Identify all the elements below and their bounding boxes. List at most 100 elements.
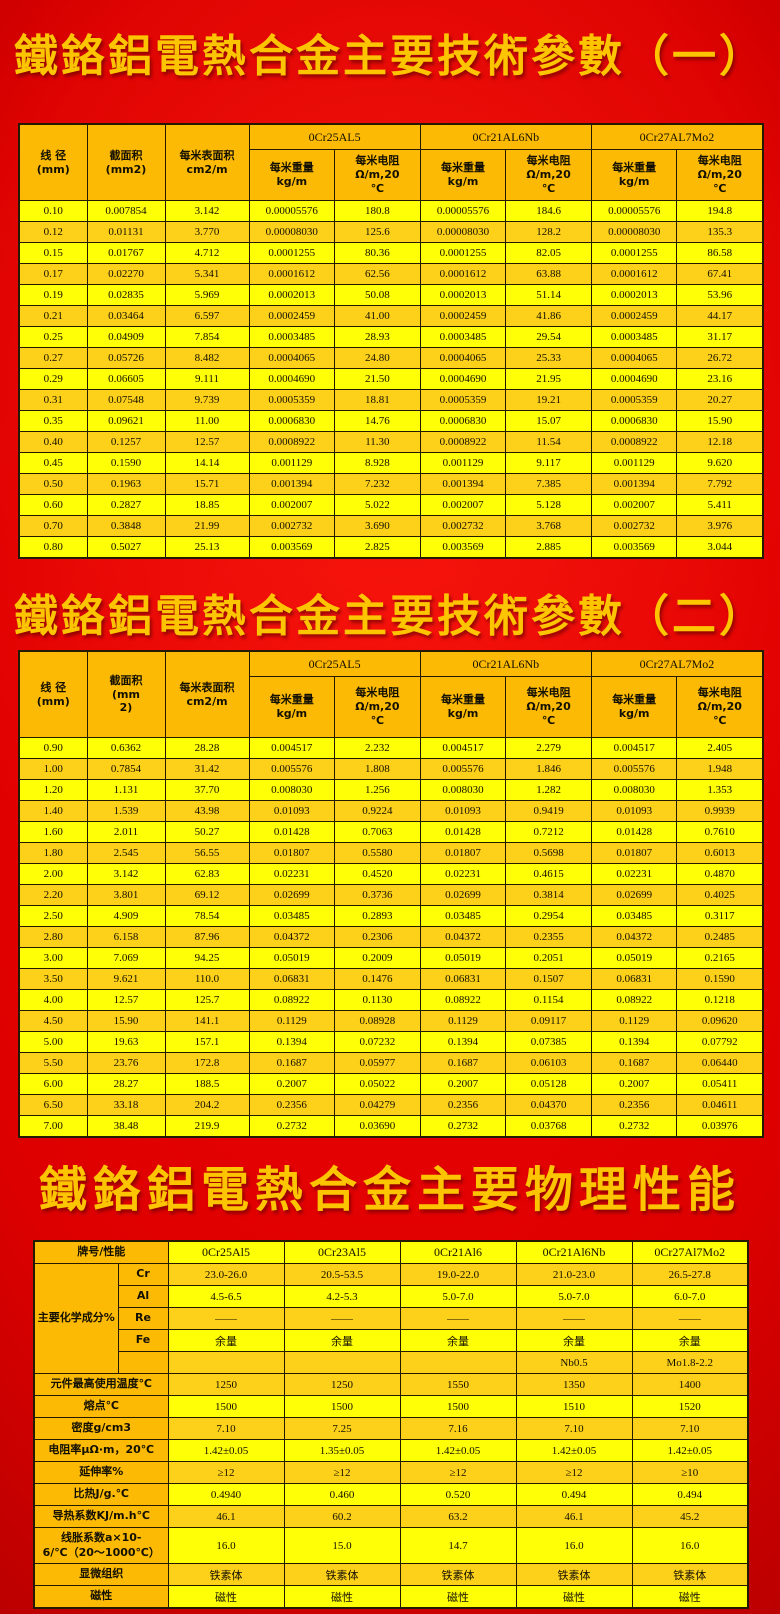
data-cell: 41.00 [334, 305, 421, 327]
table-row: 0.25 0.04909 7.854 0.0003485 28.93 0.0003485 2… [18, 326, 764, 348]
data-cell: 9.739 [164, 389, 250, 411]
physical-props-table: 牌号/性能 0Cr25Al5 0Cr23Al5 0Cr21Al6 0Cr21Al6Nb 0… [33, 1240, 749, 1609]
data-cell: 0.0002013 [248, 284, 336, 306]
data-cell: 62.56 [334, 263, 421, 285]
alloy-header: 0Cr21AL6Nb [419, 650, 592, 677]
data-cell: 14.14 [164, 452, 250, 474]
data-cell: 18.85 [164, 494, 250, 516]
table-row: 延伸率% ≥12 ≥12 ≥12 ≥12 ≥10 [33, 1461, 749, 1484]
data-cell: 0.2007 [590, 1073, 678, 1095]
data-cell: 0.002732 [248, 515, 336, 537]
data-cell: 0.2893 [334, 905, 421, 927]
property-value: 60.2 [283, 1505, 401, 1528]
property-value: 1400 [631, 1373, 749, 1396]
table-row: 0.45 0.1590 14.14 0.001129 8.928 0.001129 9.11… [18, 452, 764, 474]
table-row: 显微组织 铁素体 铁素体 铁素体 铁素体 铁素体 [33, 1563, 749, 1586]
wire-diameter-cell: 7.00 [18, 1115, 88, 1138]
data-cell: 125.6 [334, 221, 421, 243]
data-cell: 2.279 [505, 737, 592, 759]
data-cell: 0.004517 [590, 737, 678, 759]
data-cell: 63.88 [505, 263, 592, 285]
data-cell: 0.04611 [676, 1094, 764, 1116]
data-cell: 0.02270 [86, 263, 166, 285]
data-cell: 0.04372 [248, 926, 336, 948]
table-row: 牌号/性能 0Cr25Al5 0Cr23Al5 0Cr21Al6 0Cr21Al6Nb 0… [33, 1240, 749, 1264]
column-header: 截面积 (mm 2) [86, 650, 166, 738]
property-value: 磁性 [283, 1585, 401, 1609]
table-row: 0.31 0.07548 9.739 0.0005359 18.81 0.0005359 1… [18, 389, 764, 411]
data-cell: 0.0002459 [419, 305, 507, 327]
alloy-header: 0Cr27AL7Mo2 [590, 650, 764, 677]
property-value: ≥12 [167, 1461, 285, 1484]
data-cell: 0.04372 [419, 926, 507, 948]
data-cell: 0.00008030 [248, 221, 336, 243]
sub-header: 每米重量 kg/m [419, 149, 507, 201]
data-cell: 194.8 [676, 200, 764, 222]
table-row: 0.80 0.5027 25.13 0.003569 2.825 0.003569 2.88… [18, 536, 764, 559]
data-cell: 0.1129 [248, 1010, 336, 1032]
data-cell: 2.011 [86, 821, 166, 843]
data-cell: 0.05019 [248, 947, 336, 969]
column-header: 线 径 (mm) [18, 650, 88, 738]
data-cell: 5.341 [164, 263, 250, 285]
data-cell: 12.57 [86, 989, 166, 1011]
property-label: 延伸率% [33, 1461, 169, 1484]
data-cell: 5.022 [334, 494, 421, 516]
data-cell: 9.117 [505, 452, 592, 474]
table-row: 1.40 1.539 43.98 0.01093 0.9224 0.01093 0.9419… [18, 800, 764, 822]
wire-diameter-cell: 2.50 [18, 905, 88, 927]
data-cell: 0.06440 [676, 1052, 764, 1074]
data-cell: 0.06605 [86, 368, 166, 390]
data-cell: 135.3 [676, 221, 764, 243]
data-cell: 0.0003485 [248, 326, 336, 348]
data-cell: 125.7 [164, 989, 250, 1011]
element-label: Re [117, 1307, 169, 1330]
data-cell: 21.95 [505, 368, 592, 390]
sub-header: 每米电阻 Ω/m,20 ℃ [676, 149, 764, 201]
data-cell: 50.08 [334, 284, 421, 306]
property-value: 铁素体 [515, 1563, 633, 1586]
data-cell: 0.01093 [590, 800, 678, 822]
data-cell: 0.0008922 [419, 431, 507, 453]
wire-diameter-cell: 1.80 [18, 842, 88, 864]
table-row: Al 4.5-6.5 4.2-5.3 5.0-7.0 5.0-7.0 6.0-7.0 [34, 1285, 749, 1308]
data-cell: 0.01428 [419, 821, 507, 843]
data-cell: 0.00008030 [590, 221, 678, 243]
data-cell: 18.81 [334, 389, 421, 411]
data-cell: 0.03464 [86, 305, 166, 327]
data-cell: 43.98 [164, 800, 250, 822]
table-row: 0.27 0.05726 8.482 0.0004065 24.80 0.0004065 2… [18, 347, 764, 369]
data-cell: 78.54 [164, 905, 250, 927]
table-row: 0.19 0.02835 5.969 0.0002013 50.08 0.0002013 5… [18, 284, 764, 306]
data-cell: 26.72 [676, 347, 764, 369]
table-row: 0.29 0.06605 9.111 0.0004690 21.50 0.0004690 2… [18, 368, 764, 390]
table-row: 2.50 4.909 78.54 0.03485 0.2893 0.03485 0.2954… [18, 905, 764, 927]
data-cell: 3.142 [86, 863, 166, 885]
sub-header: 每米电阻 Ω/m,20 ℃ [505, 149, 592, 201]
property-value: 7.16 [399, 1417, 517, 1440]
data-cell: 0.0004065 [419, 347, 507, 369]
data-cell: 0.01807 [590, 842, 678, 864]
data-cell: 0.03485 [248, 905, 336, 927]
data-cell: 0.1476 [334, 968, 421, 990]
data-cell: 0.002732 [419, 515, 507, 537]
alloy-header: 0Cr21Al6Nb [515, 1240, 633, 1264]
data-cell: 0.1129 [419, 1010, 507, 1032]
table-row: 磁性 磁性 磁性 磁性 磁性 磁性 [33, 1585, 749, 1609]
data-cell: 219.9 [164, 1115, 250, 1138]
data-cell: 0.09620 [676, 1010, 764, 1032]
data-cell: 0.2306 [334, 926, 421, 948]
property-value: 7.25 [283, 1417, 401, 1440]
data-cell: 0.05022 [334, 1073, 421, 1095]
data-cell: 7.232 [334, 473, 421, 495]
wire-diameter-cell: 2.00 [18, 863, 88, 885]
property-label: 电阻率μΩ·m，20℃ [33, 1439, 169, 1462]
table-row: 1.60 2.011 50.27 0.01428 0.7063 0.01428 0.7212… [18, 821, 764, 843]
data-cell: 0.02699 [590, 884, 678, 906]
data-cell: 0.9939 [676, 800, 764, 822]
data-cell: 2.232 [334, 737, 421, 759]
element-label: Fe [117, 1329, 169, 1352]
wire-diameter-cell: 0.40 [18, 431, 88, 453]
table-row: 0.17 0.02270 5.341 0.0001612 62.56 0.0001612 6… [18, 263, 764, 285]
